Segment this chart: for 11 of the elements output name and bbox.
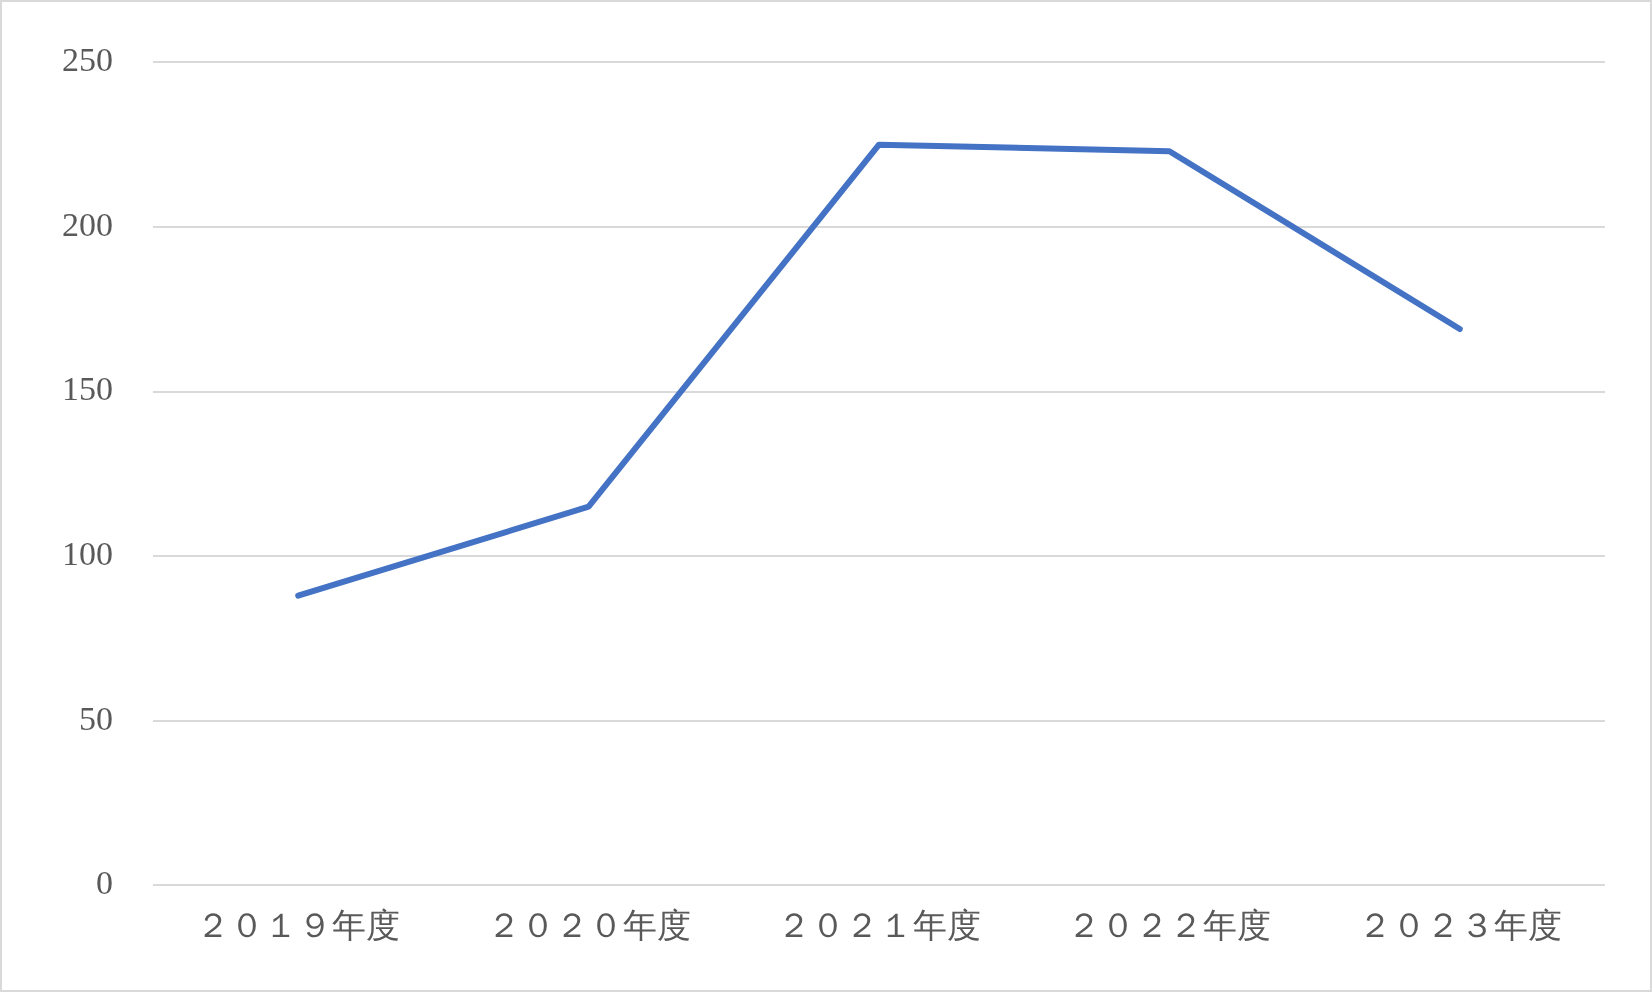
y-tick-label: 200 (62, 205, 113, 243)
y-tick-label: 100 (62, 535, 113, 572)
x-tick-label: ２０１９年度 (196, 906, 401, 944)
y-tick-label: 150 (62, 370, 113, 408)
y-tick-label: 0 (96, 864, 113, 902)
x-tick-label: ２０２２年度 (1067, 906, 1272, 944)
x-tick-label: ２０２１年度 (777, 906, 981, 944)
x-tick-label: ２０２０年度 (486, 906, 691, 944)
y-tick-label: 250 (62, 41, 113, 79)
y-tick-label: 50 (79, 699, 113, 737)
x-tick-label: ２０２３年度 (1357, 906, 1562, 944)
